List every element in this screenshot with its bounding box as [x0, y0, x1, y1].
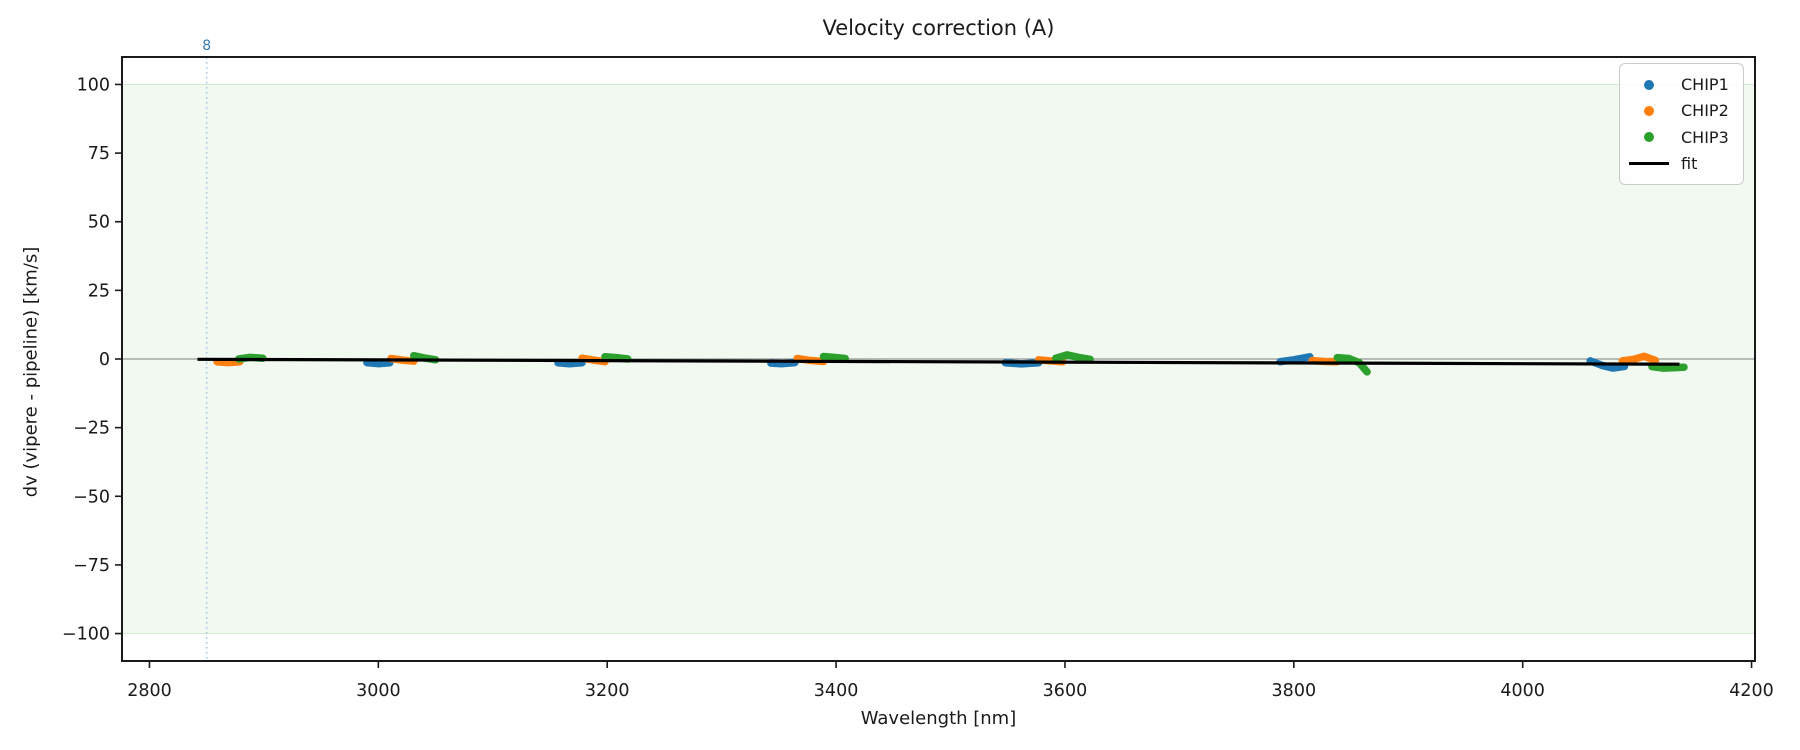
y-tick-label: 75: [88, 144, 110, 164]
x-tick-label: 2800: [127, 681, 172, 701]
legend-label: fit: [1681, 153, 1698, 173]
scatter-segment-chip3: [601, 353, 632, 363]
legend-marker: [1629, 161, 1669, 165]
fit-line: [197, 357, 1680, 366]
legend-line-icon: [1628, 161, 1670, 165]
x-tick-label: 3200: [585, 681, 630, 701]
scatter-segment-chip2: [213, 357, 244, 367]
x-axis-label: Wavelength [nm]: [860, 708, 1017, 729]
x-tick-label: 3600: [1043, 681, 1088, 701]
legend-label: CHIP1: [1681, 75, 1729, 95]
y-tick-label: 25: [88, 281, 110, 301]
scatter-segment-chip3: [819, 352, 849, 363]
y-tick-label: −75: [73, 556, 110, 576]
order-marker-label: 8: [202, 38, 211, 54]
x-tick-label: 3800: [1272, 681, 1317, 701]
legend-marker: [1644, 105, 1654, 116]
legend: CHIP1 CHIP2 CHIP3 fit: [1619, 63, 1744, 185]
x-tick-label: 4000: [1500, 681, 1545, 701]
legend-label: CHIP2: [1681, 101, 1729, 121]
legend-item-chip2: CHIP2: [1628, 101, 1743, 120]
scatter-segment-chip2: [1618, 352, 1660, 365]
y-tick-label: −100: [62, 625, 110, 645]
legend-marker: [1644, 132, 1654, 143]
x-tick-label: 3400: [814, 681, 859, 701]
x-tick-label: 4200: [1729, 681, 1774, 701]
scatter-segment-chip1: [554, 359, 586, 368]
scatter-segment-chip1: [1276, 353, 1314, 366]
y-tick-label: −50: [73, 487, 110, 507]
scatter-segment-chip3: [1333, 353, 1371, 376]
legend-marker: [1644, 79, 1654, 90]
y-tick-label: 0: [99, 350, 110, 370]
legend-dot-icon: [1628, 79, 1670, 90]
y-tick-label: 100: [77, 75, 110, 95]
y-tick-label: 50: [88, 213, 110, 233]
y-axis-label: dv (vipere - pipeline) [km/s]: [20, 246, 42, 498]
y-tick-label: −25: [73, 419, 110, 439]
chart-title: Velocity correction (A): [822, 16, 1055, 40]
legend-item-chip3: CHIP3: [1628, 128, 1743, 147]
scatter-segment-chip1: [767, 358, 799, 368]
legend-dot-icon: [1628, 105, 1670, 116]
scatter-segment-chip3: [1052, 351, 1094, 364]
legend-item-fit: fit: [1628, 154, 1743, 173]
scatter-segment-chip3: [1648, 362, 1688, 372]
legend-dot-icon: [1628, 132, 1670, 143]
scatter-segment-chip1: [363, 358, 394, 368]
x-tick-label: 3000: [356, 681, 401, 701]
legend-label: CHIP3: [1681, 127, 1729, 147]
legend-item-chip1: CHIP1: [1628, 75, 1743, 94]
